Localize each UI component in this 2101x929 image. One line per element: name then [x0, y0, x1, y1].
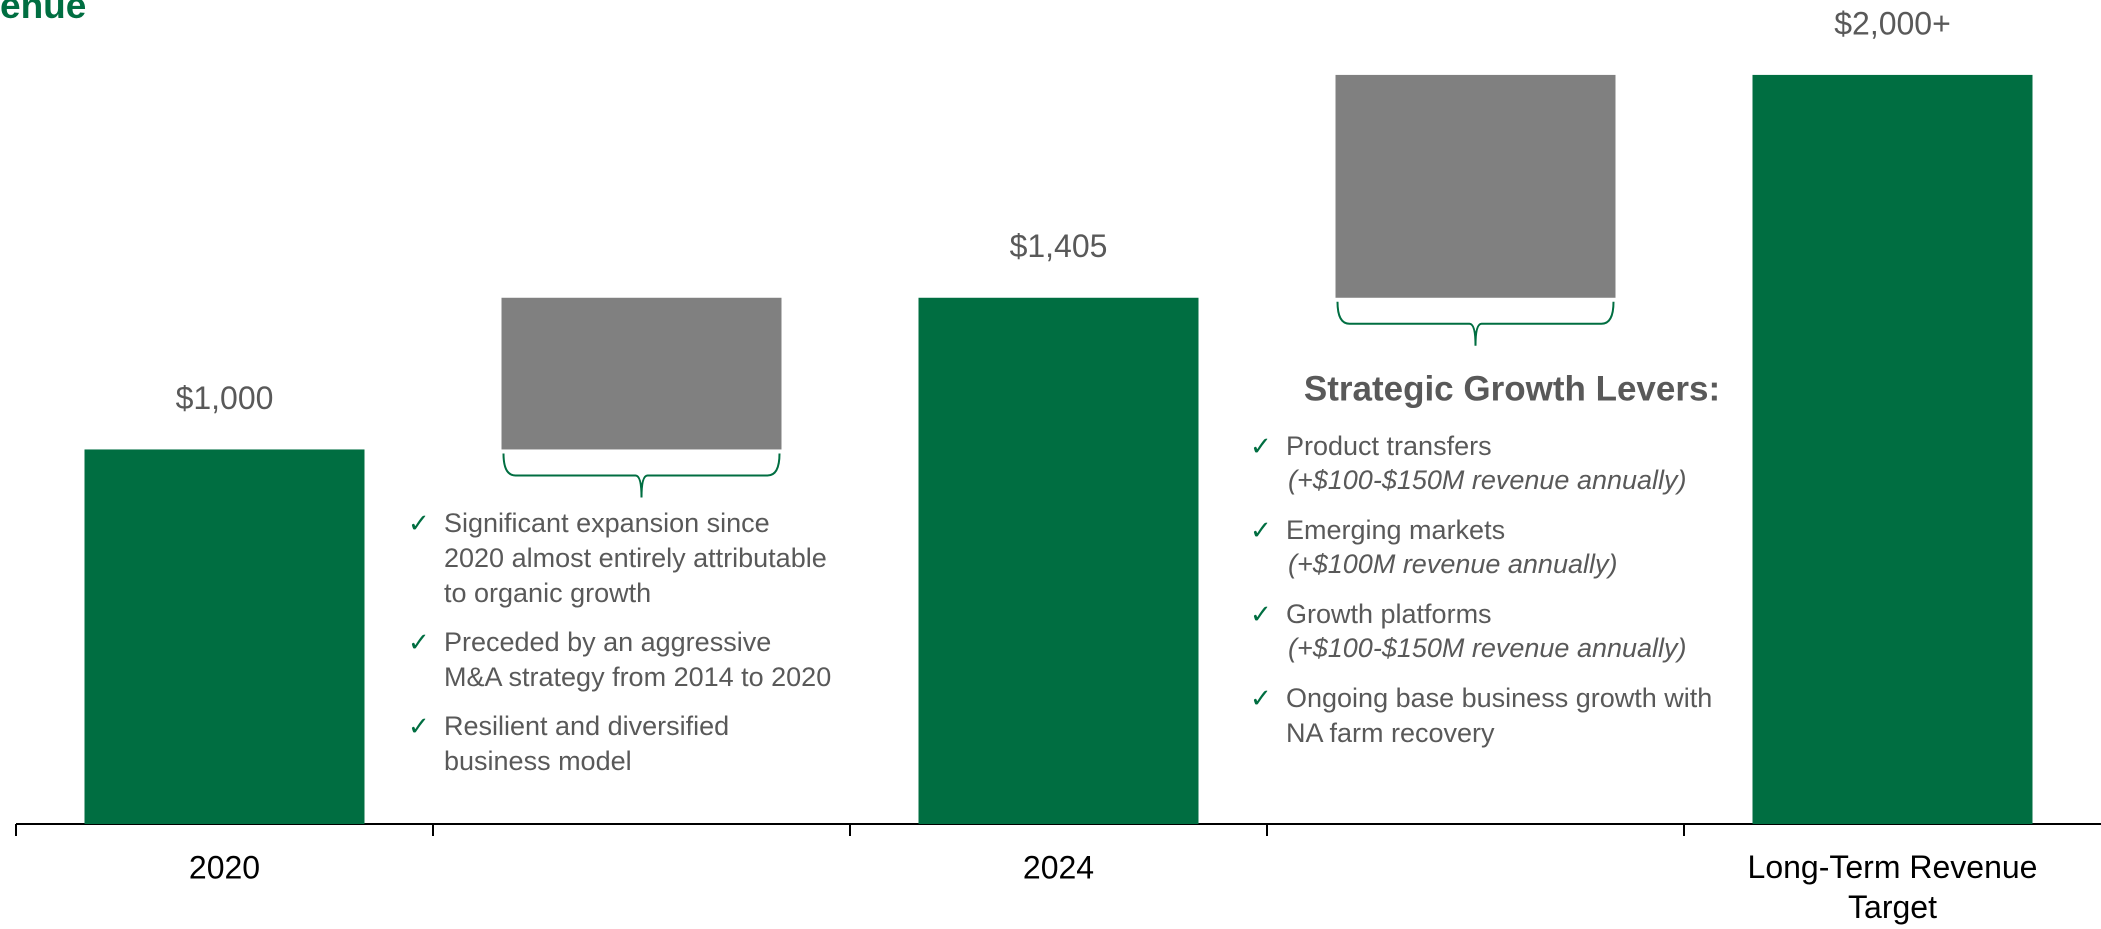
bar — [1335, 74, 1616, 298]
annotation-text: Significant expansion since — [444, 508, 770, 538]
check-icon: ✓ — [1250, 599, 1272, 629]
check-icon: ✓ — [408, 627, 430, 657]
bar — [501, 297, 782, 450]
annotation-text: Emerging markets — [1286, 515, 1505, 545]
annotation-text: NA farm recovery — [1286, 718, 1495, 748]
annotation-note: (+$100-$150M revenue annually) — [1288, 465, 1687, 495]
bar — [1752, 74, 2033, 825]
annotation-text: 2020 almost entirely attributable — [444, 543, 827, 573]
value-label: $2,000+ — [1834, 5, 1951, 41]
check-icon: ✓ — [408, 711, 430, 741]
check-icon: ✓ — [1250, 683, 1272, 713]
check-icon: ✓ — [1250, 431, 1272, 461]
bar — [84, 449, 365, 824]
annotation-text: M&A strategy from 2014 to 2020 — [444, 662, 831, 692]
annotation-text: Resilient and diversified — [444, 711, 729, 741]
brace — [502, 453, 781, 498]
annotation-text: business model — [444, 746, 632, 776]
value-label: $1,405 — [1010, 228, 1108, 264]
value-label: $1,000 — [176, 380, 274, 416]
brace — [1336, 301, 1615, 346]
annotation-text: Ongoing base business growth with — [1286, 683, 1712, 713]
annotation-heading: Strategic Growth Levers: — [1304, 369, 1720, 408]
annotation-note: (+$100-$150M revenue annually) — [1288, 633, 1687, 663]
bar — [918, 297, 1199, 824]
x-tick-label: Long-Term Revenue Target — [1748, 849, 2038, 925]
annotation-text: Growth platforms — [1286, 599, 1492, 629]
annotation-text: Product transfers — [1286, 431, 1492, 461]
annotation-text: to organic growth — [444, 578, 651, 608]
x-tick-label: 2020 — [189, 849, 260, 885]
chart-title: enue — [0, 0, 86, 26]
annotation-note: (+$100M revenue annually) — [1288, 549, 1617, 579]
annotation-text: Preceded by an aggressive — [444, 627, 771, 657]
x-tick-label: 2024 — [1023, 849, 1094, 885]
check-icon: ✓ — [1250, 515, 1272, 545]
check-icon: ✓ — [408, 508, 430, 538]
